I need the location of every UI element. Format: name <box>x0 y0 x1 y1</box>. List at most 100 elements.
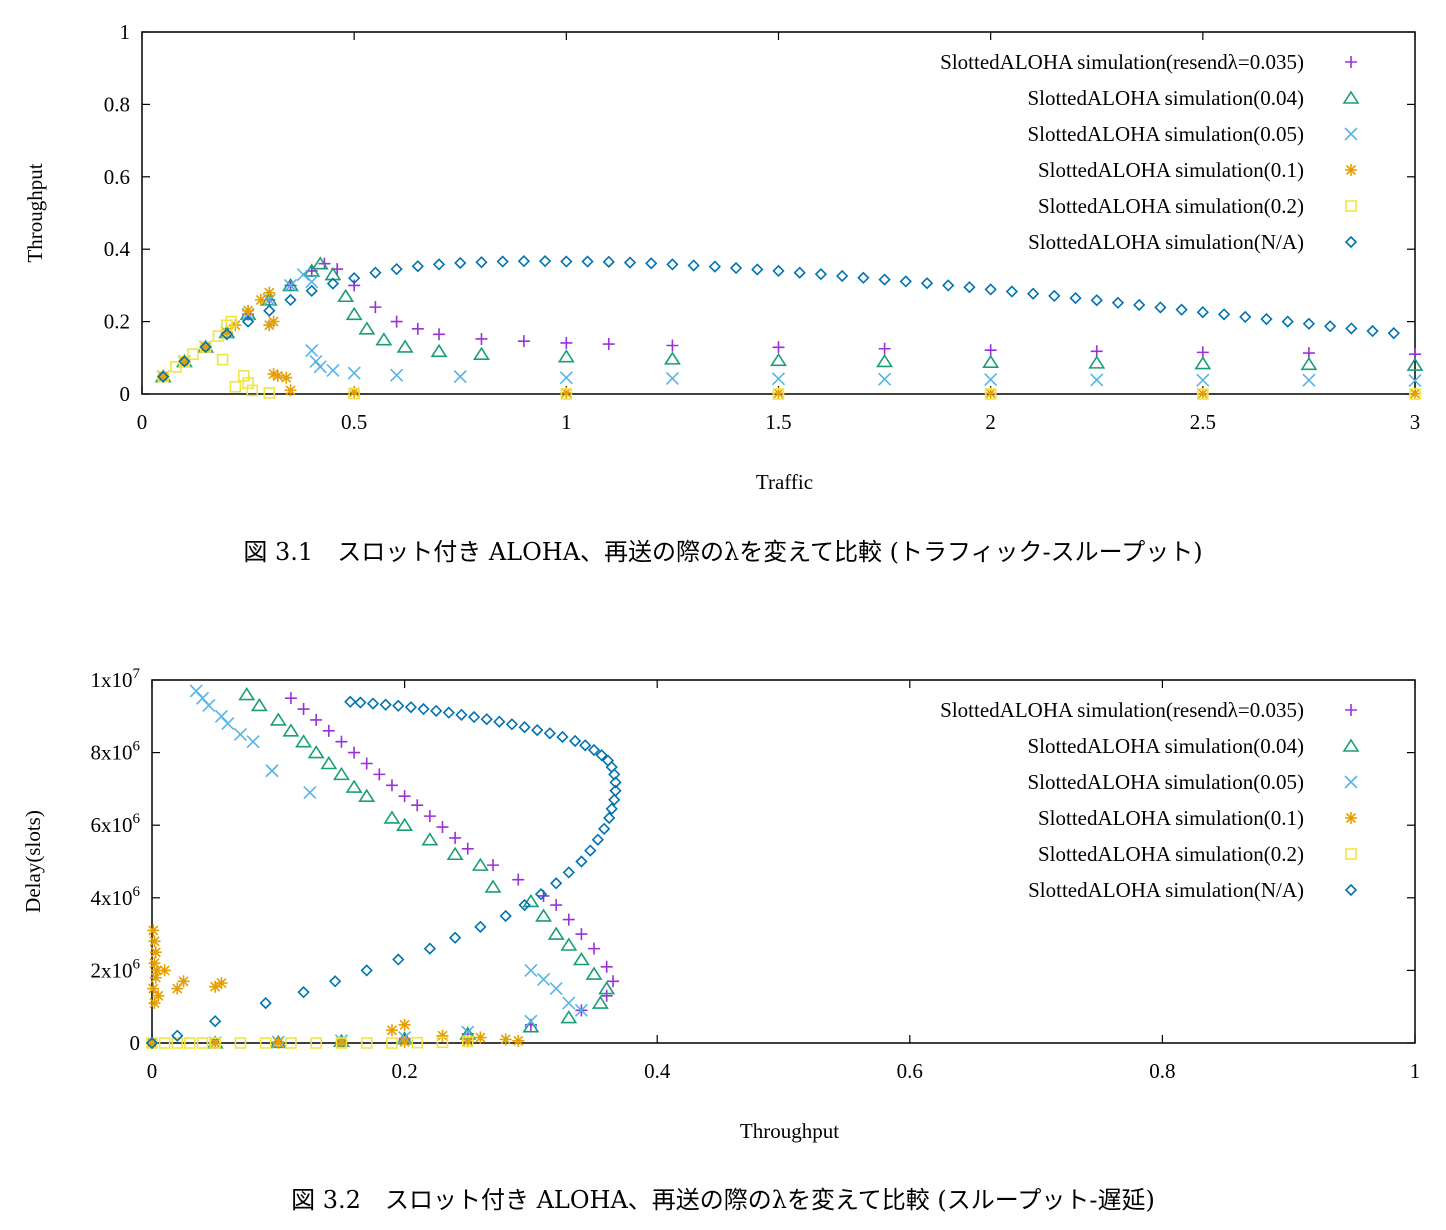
x-tick-label: 0.5 <box>341 410 367 434</box>
data-point <box>574 1003 588 1017</box>
series-5 <box>157 255 1400 383</box>
plot-frame <box>151 679 1416 1044</box>
data-point <box>920 277 934 290</box>
data-point <box>436 1036 449 1049</box>
data-point <box>326 277 340 290</box>
data-point <box>1408 374 1422 388</box>
data-point <box>390 315 403 328</box>
data-point <box>1302 317 1316 330</box>
data-point <box>446 846 464 861</box>
data-point <box>878 273 891 286</box>
x-tick-label: 0 <box>137 410 148 434</box>
x-tick-label: 3 <box>1410 410 1421 434</box>
data-point <box>373 768 386 781</box>
data-point <box>536 972 551 987</box>
data-point <box>348 746 361 759</box>
data-point <box>560 388 573 400</box>
data-point <box>487 859 500 872</box>
data-point <box>423 942 436 955</box>
data-point <box>335 1036 348 1049</box>
data-point <box>199 340 212 354</box>
data-point <box>560 336 573 349</box>
data-point <box>557 349 575 363</box>
data-point <box>471 857 489 871</box>
y-axis-label: Delay(slots) <box>21 810 45 913</box>
data-point <box>149 946 162 959</box>
throughput-delay-chart: 0 0.2 0.4 0.6 0.8 1 0 2x106 4x106 6x106 8x106 1x107… <box>21 666 1421 1143</box>
data-point <box>421 832 439 846</box>
data-point <box>263 319 276 332</box>
y-tick-label: 1 <box>120 20 131 44</box>
data-point <box>436 821 449 834</box>
data-point <box>1154 301 1167 314</box>
x-tick-label: 1 <box>1410 1059 1421 1083</box>
data-point <box>398 1035 411 1048</box>
data-point <box>263 387 276 399</box>
data-point <box>344 695 357 708</box>
data-point <box>584 844 597 857</box>
legend-marker <box>1342 90 1360 104</box>
legend-entry-label: SlottedALOHA simulation(N/A) <box>1028 230 1304 254</box>
legend-entry-label: SlottedALOHA simulation(0.04) <box>1028 86 1305 110</box>
data-point <box>480 713 493 726</box>
data-point <box>151 964 164 977</box>
data-point <box>878 372 892 386</box>
data-point <box>1323 320 1337 333</box>
data-point <box>148 997 161 1010</box>
data-point <box>282 277 299 292</box>
data-point <box>148 957 161 970</box>
data-point <box>562 996 576 1010</box>
data-point <box>284 692 297 705</box>
data-point <box>572 952 590 966</box>
data-point <box>309 354 323 368</box>
data-point <box>263 286 276 299</box>
data-point <box>297 703 310 716</box>
data-point <box>250 697 268 712</box>
series-2 <box>189 684 588 1050</box>
data-point <box>534 888 548 901</box>
data-point <box>310 1037 322 1049</box>
data-point <box>531 723 544 737</box>
legend-entry-label: SlottedALOHA simulation(0.04) <box>1028 734 1305 758</box>
data-point <box>666 258 679 271</box>
data-point <box>221 716 235 731</box>
data-point <box>1281 315 1294 328</box>
data-point <box>390 262 403 276</box>
x-axis-label: Throughput <box>740 1119 839 1143</box>
data-point <box>575 928 588 941</box>
data-point <box>543 727 556 740</box>
data-point <box>178 355 191 368</box>
data-point <box>369 266 382 279</box>
data-point <box>963 281 976 294</box>
data-point <box>772 264 785 278</box>
data-point <box>272 1036 285 1049</box>
data-point <box>283 278 298 292</box>
data-point <box>461 1035 474 1048</box>
data-point <box>665 371 679 385</box>
data-point <box>332 766 350 781</box>
data-point <box>984 372 998 387</box>
data-point <box>392 953 405 966</box>
data-point <box>836 269 849 283</box>
data-point <box>1026 287 1040 300</box>
figure-caption-3-2: 図 3.2 スロット付き ALOHA、再送の際のλを変えて比較 (スループット-… <box>291 1186 1155 1214</box>
data-point <box>984 344 997 357</box>
data-point <box>522 1019 540 1033</box>
data-point <box>449 831 462 844</box>
legend-entry-label: SlottedALOHA simulation(N/A) <box>1028 878 1304 902</box>
data-point <box>267 368 280 381</box>
data-point <box>547 926 565 940</box>
series-1 <box>154 256 1424 383</box>
x-tick-label: 0 <box>147 1059 158 1083</box>
x-tick-label: 0.6 <box>897 1059 923 1083</box>
data-point <box>282 723 300 737</box>
legend-entry-label: SlottedALOHA simulation(0.1) <box>1038 158 1304 182</box>
data-point <box>772 388 785 400</box>
data-point <box>199 340 212 353</box>
data-point <box>984 387 997 400</box>
data-point <box>148 935 161 948</box>
y-tick-label: 0.4 <box>104 237 131 261</box>
data-point <box>411 322 424 335</box>
data-point <box>591 833 604 846</box>
series-1 <box>206 687 616 1049</box>
